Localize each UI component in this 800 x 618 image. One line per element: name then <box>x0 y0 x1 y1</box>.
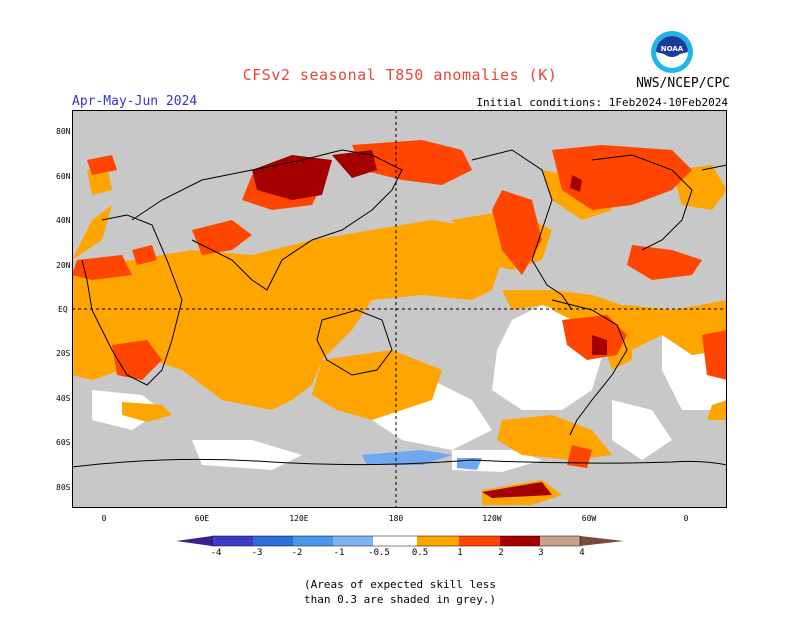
lat-label: 60N <box>56 172 71 181</box>
colorbar-label: -2 <box>291 548 303 558</box>
agency-label: NWS/NCEP/CPC <box>636 76 730 91</box>
colorbar-arrow-right <box>580 536 624 546</box>
footnote-line-2: than 0.3 are shaded in grey.) <box>303 593 497 606</box>
lon-label: 120W <box>482 514 502 523</box>
lon-label: 0 <box>101 514 107 523</box>
season-label: Apr-May-Jun 2024 <box>72 94 198 109</box>
colorbar-segment <box>459 536 500 546</box>
initial-conditions-label: Initial conditions: 1Feb2024-10Feb2024 <box>476 96 728 109</box>
colorbar-label: 1 <box>457 548 463 558</box>
colorbar-segment <box>373 536 417 546</box>
anomaly-map <box>72 110 727 508</box>
lat-label: 40S <box>56 394 71 403</box>
lon-label: 60E <box>194 514 210 523</box>
lon-label: 60W <box>581 514 597 523</box>
colorbar-arrow-left <box>176 536 212 546</box>
colorbar-segment <box>333 536 373 546</box>
colorbar-label: 0.5 <box>411 548 429 558</box>
coastlines <box>72 149 727 468</box>
colorbar-label: 2 <box>498 548 504 558</box>
colorbar-segment <box>212 536 253 546</box>
map-frame <box>72 110 727 508</box>
colorbar-segment <box>500 536 540 546</box>
anomaly-orange-regions <box>72 165 727 505</box>
colorbar-segment <box>253 536 293 546</box>
lat-label: 20N <box>56 261 71 270</box>
colorbar-segment <box>293 536 333 546</box>
lat-label: EQ <box>58 305 68 314</box>
lon-label: 180 <box>388 514 404 523</box>
colorbar-label: -3 <box>251 548 263 558</box>
noaa-logo-icon: NOAA <box>651 31 693 73</box>
lat-label: 60S <box>56 438 71 447</box>
colorbar-segment <box>417 536 459 546</box>
lat-label: 40N <box>56 216 71 225</box>
lat-label: 80S <box>56 483 71 492</box>
colorbar <box>176 535 624 547</box>
chart-title: CFSv2 seasonal T850 anomalies (K) <box>242 66 558 84</box>
colorbar-label: -1 <box>333 548 345 558</box>
lon-label: 120E <box>289 514 309 523</box>
lat-label: 20S <box>56 349 71 358</box>
colorbar-segment <box>540 536 580 546</box>
colorbar-label: -4 <box>210 548 222 558</box>
lat-label: 80N <box>56 127 71 136</box>
colorbar-label: 3 <box>538 548 544 558</box>
footnote-line-1: (Areas of expected skill less <box>303 578 497 591</box>
colorbar-label: 4 <box>579 548 585 558</box>
lon-label: 0 <box>683 514 689 523</box>
colorbar-label: -0.5 <box>368 548 390 558</box>
svg-text:NOAA: NOAA <box>661 45 684 53</box>
